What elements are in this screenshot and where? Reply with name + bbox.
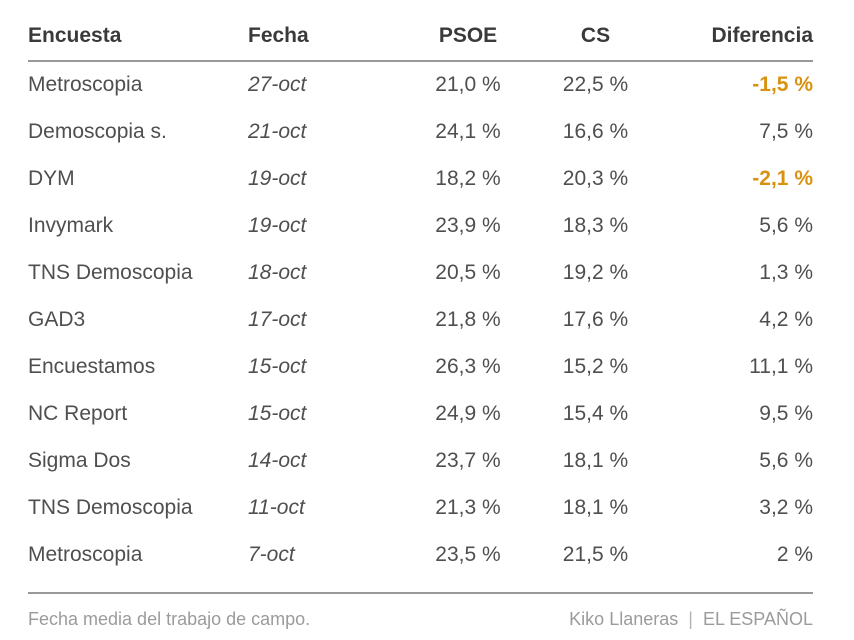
table-row: Sigma Dos 14-oct 23,7 % 18,1 % 5,6 % xyxy=(28,438,813,485)
psoe-cell: 26,3 % xyxy=(435,355,501,378)
diferencia-cell: 2 % xyxy=(776,543,813,566)
encuesta-cell: NC Report xyxy=(28,402,128,425)
encuesta-cell: Metroscopia xyxy=(28,543,143,566)
footer-note: Fecha media del trabajo de campo. xyxy=(28,609,311,629)
cs-cell: 22,5 % xyxy=(562,73,629,96)
column-header-fecha: Fecha xyxy=(248,18,398,62)
cs-cell: 17,6 % xyxy=(562,308,629,331)
fecha-cell: 18-oct xyxy=(248,261,307,284)
column-header-psoe: PSOE xyxy=(398,18,538,62)
psoe-cell: 21,3 % xyxy=(435,496,501,519)
table-row: NC Report 15-oct 24,9 % 15,4 % 9,5 % xyxy=(28,391,813,438)
table-body: Metroscopia 27-oct 21,0 % 22,5 % -1,5 % Demos… xyxy=(28,61,813,579)
diferencia-cell: 4,2 % xyxy=(759,308,813,331)
psoe-cell: 18,2 % xyxy=(435,167,501,190)
cs-cell: 16,6 % xyxy=(562,120,629,143)
table-row: TNS Demoscopia 18-oct 20,5 % 19,2 % 1,3 % xyxy=(28,250,813,297)
diferencia-cell: 9,5 % xyxy=(759,402,813,425)
encuesta-cell: Encuestamos xyxy=(28,355,156,378)
table-row: Metroscopia 27-oct 21,0 % 22,5 % -1,5 % xyxy=(28,61,813,109)
encuesta-cell: DYM xyxy=(28,167,75,190)
column-header-diferencia: Diferencia xyxy=(653,18,813,62)
psoe-cell: 24,1 % xyxy=(435,120,501,143)
table-footer: Fecha media del trabajo de campo. Kiko L… xyxy=(28,592,813,630)
table-row: Encuestamos 15-oct 26,3 % 15,2 % 11,1 % xyxy=(28,344,813,391)
cs-cell: 18,1 % xyxy=(562,449,629,472)
table-row: DYM 19-oct 18,2 % 20,3 % -2,1 % xyxy=(28,156,813,203)
credit-separator: | xyxy=(688,609,693,629)
cs-cell: 19,2 % xyxy=(562,261,629,284)
psoe-cell: 24,9 % xyxy=(435,402,501,425)
cs-cell: 15,4 % xyxy=(562,402,629,425)
credit-source: EL ESPAÑOL xyxy=(702,609,813,629)
encuesta-cell: TNS Demoscopia xyxy=(28,496,193,519)
encuesta-cell: GAD3 xyxy=(28,308,86,331)
fecha-cell: 27-oct xyxy=(248,73,307,96)
fecha-cell: 15-oct xyxy=(248,355,307,378)
diferencia-cell: 11,1 % xyxy=(749,355,813,378)
column-header-cs: CS xyxy=(538,18,653,62)
fecha-cell: 14-oct xyxy=(248,449,307,472)
diferencia-cell: 1,3 % xyxy=(759,261,813,284)
diferencia-cell: 5,6 % xyxy=(759,214,813,237)
diferencia-cell: -2,1 % xyxy=(752,167,813,190)
fecha-cell: 11-oct xyxy=(248,496,305,519)
credit-author: Kiko Llaneras xyxy=(569,609,679,629)
header-row: Encuesta Fecha PSOE CS Diferencia xyxy=(28,18,813,62)
table-row: GAD3 17-oct 21,8 % 17,6 % 4,2 % xyxy=(28,297,813,344)
encuesta-cell: Sigma Dos xyxy=(28,449,131,472)
encuesta-cell: TNS Demoscopia xyxy=(28,261,193,284)
fecha-cell: 19-oct xyxy=(248,167,307,190)
table-row: Metroscopia 7-oct 23,5 % 21,5 % 2 % xyxy=(28,532,813,579)
encuesta-cell: Metroscopia xyxy=(28,73,143,96)
table-row: Invymark 19-oct 23,9 % 18,3 % 5,6 % xyxy=(28,203,813,250)
psoe-cell: 23,9 % xyxy=(435,214,501,237)
poll-table: Encuesta Fecha PSOE CS Diferencia Metros… xyxy=(28,18,813,579)
psoe-cell: 23,7 % xyxy=(435,449,501,472)
column-header-encuesta: Encuesta xyxy=(28,18,248,62)
cs-cell: 15,2 % xyxy=(562,355,629,378)
table-header: Encuesta Fecha PSOE CS Diferencia xyxy=(28,18,813,62)
psoe-cell: 20,5 % xyxy=(435,261,501,284)
cs-cell: 21,5 % xyxy=(562,543,629,566)
cs-cell: 18,3 % xyxy=(562,214,629,237)
psoe-cell: 23,5 % xyxy=(435,543,501,566)
fecha-cell: 17-oct xyxy=(248,308,307,331)
psoe-cell: 21,8 % xyxy=(435,308,501,331)
psoe-cell: 21,0 % xyxy=(435,73,501,96)
encuesta-cell: Demoscopia s. xyxy=(28,120,167,143)
table-row: TNS Demoscopia 11-oct 21,3 % 18,1 % 3,2 % xyxy=(28,485,813,532)
fecha-cell: 15-oct xyxy=(248,402,307,425)
credit: Kiko Llaneras | EL ESPAÑOL xyxy=(569,609,813,630)
fecha-cell: 21-oct xyxy=(248,120,307,143)
fecha-cell: 7-oct xyxy=(248,543,295,566)
diferencia-cell: 7,5 % xyxy=(759,120,813,143)
table-row: Demoscopia s. 21-oct 24,1 % 16,6 % 7,5 % xyxy=(28,109,813,156)
cs-cell: 20,3 % xyxy=(562,167,629,190)
fecha-cell: 19-oct xyxy=(248,214,307,237)
encuesta-cell: Invymark xyxy=(28,214,114,237)
diferencia-cell: -1,5 % xyxy=(752,73,813,96)
diferencia-cell: 5,6 % xyxy=(759,449,813,472)
diferencia-cell: 3,2 % xyxy=(759,496,813,519)
cs-cell: 18,1 % xyxy=(562,496,629,519)
